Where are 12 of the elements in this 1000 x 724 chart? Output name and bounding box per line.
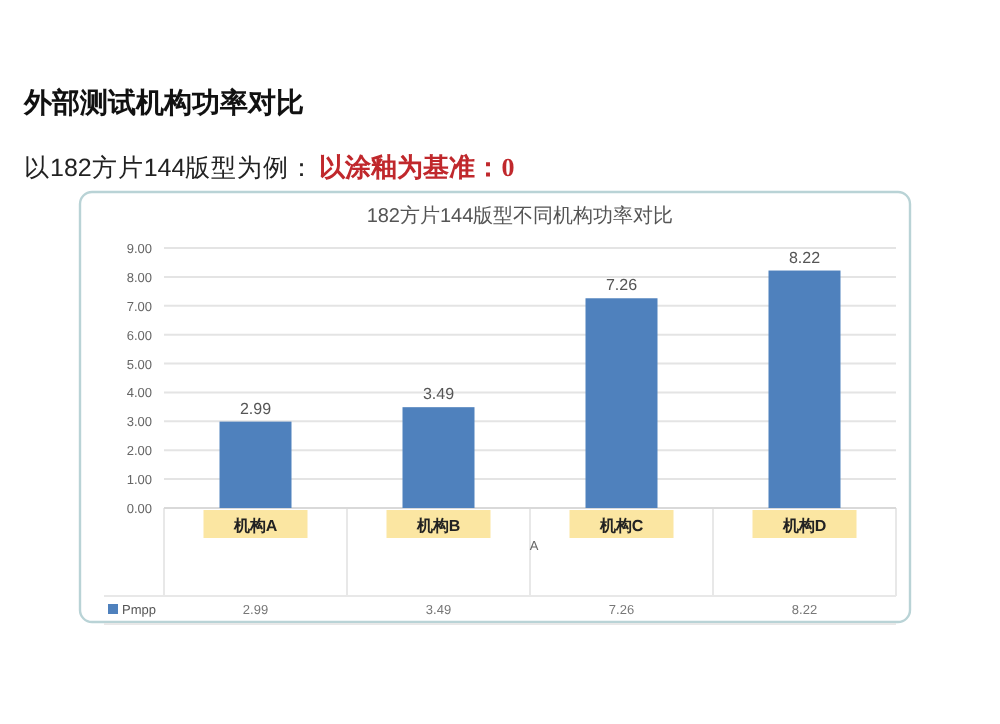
chart-subtitle: 以182方片144版型为例： <box>24 152 316 182</box>
chart-title: 182方片144版型不同机构功率对比 <box>366 204 674 228</box>
x-tick-label: 机构C <box>597 517 644 535</box>
text: 以涂釉为基准：0 <box>319 152 515 182</box>
text: 7.26 <box>605 276 638 295</box>
x-tick-label: 机构D <box>780 517 827 535</box>
text: 3.49 <box>422 385 455 404</box>
text: 8.22 <box>788 248 821 267</box>
x-tick-label: 机构B <box>414 517 461 535</box>
text: 2.99 <box>239 399 272 418</box>
text: 外部测试机构功率对比 <box>22 86 304 118</box>
x-tick-label: 机构A <box>231 517 278 535</box>
